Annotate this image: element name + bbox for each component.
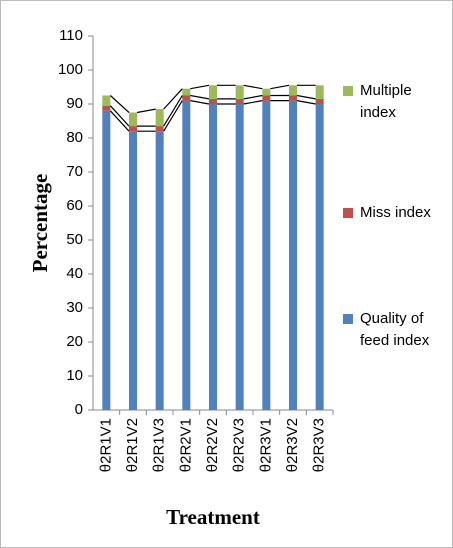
bar-segment [182,100,191,410]
legend-label: Quality of feed index [360,310,430,349]
series-line [190,94,210,100]
x-tick-label: θ2R3V3 [311,418,328,472]
y-tick-label: 60 [66,197,83,214]
bar-segment [102,95,111,106]
bar-segment [209,98,217,104]
series-line [296,94,316,100]
bar-segment [155,131,164,410]
y-tick-label: 50 [66,231,83,248]
y-tick-label: 20 [66,333,83,350]
bar-segment [209,104,217,410]
series-line [243,84,263,90]
series-line [190,100,210,105]
bar-segment [129,126,137,132]
series-line [136,108,156,114]
bar-segment [155,109,164,127]
y-tick-label: 100 [58,61,83,78]
bar-segment [155,126,164,132]
bar-segment [315,98,324,104]
series-line [163,100,183,132]
y-tick-label: 80 [66,129,83,146]
bar-segment [289,85,297,96]
x-tick-label: θ2R3V1 [257,418,274,472]
legend-label: Multiple index [360,82,412,121]
bar-segment [209,85,217,99]
x-tick-label: θ2R2V2 [204,418,221,472]
series-line [163,95,183,127]
bar-segment [235,104,244,410]
x-tick-label: θ2R2V3 [231,418,248,472]
bar-segment [235,85,244,99]
legend-label: Miss index [360,204,431,221]
series-line [163,88,183,110]
bar-segment [129,112,137,127]
series-line [109,110,130,132]
series-line [190,84,210,90]
bar-segment [102,105,111,111]
y-tick-label: 90 [66,95,83,112]
y-tick-label: 30 [66,299,83,316]
series-line [243,100,263,105]
series-line [270,84,290,90]
bar-segment [315,85,324,99]
series-line [109,95,130,113]
y-axis-title: Percentage [28,174,52,273]
bar-segment [262,88,271,96]
y-tick-label: 10 [66,367,83,384]
bar-segment [262,95,271,101]
y-tick-label: 0 [75,401,83,418]
y-tick-label: 40 [66,265,83,282]
series-line [243,94,263,100]
x-axis-title: Treatment [166,505,260,529]
y-tick-label: 70 [66,163,83,180]
bar-segment [289,95,297,101]
bar-segment [129,131,137,410]
legend-swatch [343,208,353,218]
legend-swatch [343,314,353,324]
x-tick-label: θ2R2V1 [177,418,194,472]
bar-segment [262,100,271,410]
bar-segment [102,110,111,411]
x-tick-label: θ2R1V2 [124,418,141,472]
series-line [296,100,316,105]
legend-swatch [343,86,353,96]
x-tick-label: θ2R1V3 [151,418,168,472]
bar-segment [315,104,324,410]
x-tick-label: θ2R3V2 [284,418,301,472]
series-line [109,105,130,127]
bar-segment [182,95,191,101]
bar-segment [182,88,191,96]
bar-segment [235,98,244,104]
x-tick-label: θ2R1V1 [97,418,114,472]
y-tick-label: 110 [59,27,83,44]
bar-segment [289,100,297,410]
